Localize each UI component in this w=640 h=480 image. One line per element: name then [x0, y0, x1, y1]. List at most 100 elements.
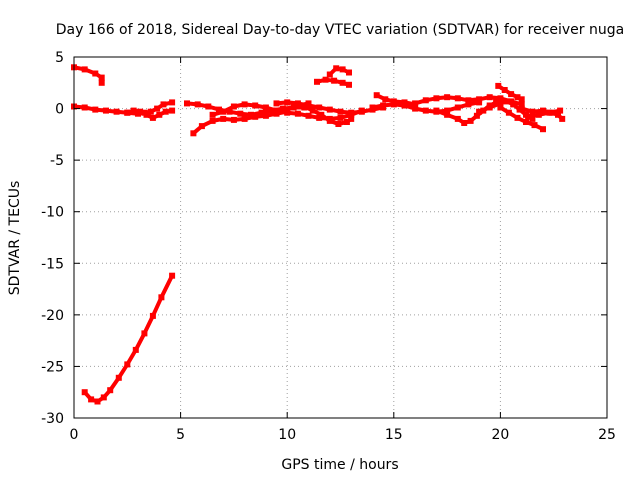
data-point [130, 107, 137, 114]
data-point [476, 96, 483, 103]
data-point [514, 114, 521, 121]
data-point [143, 111, 150, 118]
data-point [230, 116, 237, 123]
data-point [346, 69, 352, 76]
data-point [252, 113, 259, 120]
data-point [337, 108, 344, 115]
y-tick-label: -10 [41, 205, 64, 221]
data-point [535, 111, 542, 118]
data-point [124, 361, 131, 368]
grid [74, 57, 607, 418]
data-point [284, 106, 291, 113]
data-point [100, 394, 107, 401]
data-point [557, 107, 564, 114]
data-point [160, 101, 167, 108]
data-point [461, 120, 468, 126]
series-arc-hump-2 [326, 65, 352, 78]
y-axis-label: SDTVAR / TECUs [7, 181, 23, 296]
data-point [444, 107, 451, 114]
data-point [497, 100, 504, 107]
ticks: 0 5 10 15 20 25 -30 -25 -20 -15 -10 -5 0 5 [41, 50, 616, 443]
data-point [497, 95, 504, 102]
data-point [92, 70, 99, 77]
data-point [162, 108, 169, 115]
data-point [273, 110, 280, 117]
data-point [326, 71, 333, 78]
data-point [333, 65, 340, 72]
data-point [322, 76, 329, 83]
data-point [546, 109, 553, 116]
data-point [412, 105, 419, 112]
data-point [154, 105, 161, 112]
data-point [444, 94, 451, 101]
data-point [505, 109, 512, 116]
data-point [348, 111, 355, 118]
data-point [205, 103, 212, 110]
data-point [510, 101, 517, 108]
data-point [316, 114, 323, 121]
data-point [412, 100, 419, 107]
data-point [343, 119, 350, 125]
data-point [81, 389, 88, 396]
series-arc-hump [314, 76, 352, 88]
data-point [433, 95, 440, 102]
data-point [98, 79, 105, 86]
data-point [326, 106, 333, 113]
data-point [529, 115, 536, 122]
data-point [230, 103, 237, 110]
data-point [115, 374, 122, 381]
data-point [501, 87, 508, 93]
plot-frame [73, 56, 608, 419]
data-point [497, 104, 504, 111]
data-point [137, 108, 144, 115]
data-point [518, 96, 525, 103]
data-point [248, 111, 254, 118]
data-point [422, 107, 429, 114]
data-point [339, 79, 346, 86]
data-point [314, 78, 320, 85]
series-arc-mid-2 [190, 108, 291, 137]
data-point [529, 108, 536, 115]
x-tick-label: 5 [176, 427, 185, 443]
data-point [559, 115, 566, 122]
data-point [339, 66, 346, 73]
data-point [305, 102, 312, 109]
data-point [309, 107, 316, 114]
y-tick-label: -15 [41, 256, 64, 272]
data-point [518, 101, 525, 108]
data-point [465, 101, 472, 108]
data-point [209, 111, 216, 118]
data-point [141, 330, 148, 337]
data-point [401, 99, 408, 106]
x-axis-label: GPS time / hours [281, 457, 398, 473]
data-point [503, 98, 510, 105]
data-point [467, 117, 474, 124]
data-point [369, 104, 376, 111]
data-point [107, 387, 114, 394]
series-line [191, 109, 290, 136]
data-point [305, 112, 312, 119]
x-tick-label: 15 [385, 427, 403, 443]
data-point [169, 107, 176, 114]
data-point [258, 109, 265, 116]
data-point [540, 126, 546, 133]
data-point [382, 96, 389, 103]
data-point [518, 105, 525, 112]
series-layer [71, 64, 566, 405]
data-point [373, 92, 380, 99]
data-point [326, 117, 333, 124]
data-point [88, 396, 95, 403]
data-point [294, 110, 301, 117]
data-point [198, 123, 205, 130]
series-line [210, 101, 311, 117]
data-point [158, 294, 165, 301]
data-point [124, 109, 131, 116]
data-point [216, 106, 222, 113]
data-point [81, 104, 88, 111]
data-point [190, 130, 197, 137]
data-point [318, 111, 325, 118]
data-point [476, 99, 483, 106]
data-point [184, 100, 190, 107]
data-point [444, 111, 451, 118]
x-tick-label: 0 [70, 427, 79, 443]
